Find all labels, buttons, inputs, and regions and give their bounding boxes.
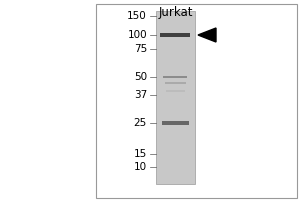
Bar: [156, 11, 195, 184]
Bar: [164, 76, 188, 78]
Text: 100: 100: [128, 30, 147, 40]
Text: 15: 15: [134, 149, 147, 159]
Text: 10: 10: [134, 162, 147, 172]
Text: 75: 75: [134, 44, 147, 54]
Text: Jurkat: Jurkat: [158, 6, 193, 19]
Text: 25: 25: [134, 118, 147, 128]
Bar: [165, 82, 186, 84]
Bar: [167, 90, 184, 92]
Bar: [162, 121, 189, 125]
Text: 50: 50: [134, 72, 147, 82]
FancyBboxPatch shape: [96, 4, 297, 198]
Text: 150: 150: [127, 11, 147, 21]
Bar: [160, 33, 190, 37]
Text: 37: 37: [134, 90, 147, 100]
Polygon shape: [198, 28, 216, 42]
